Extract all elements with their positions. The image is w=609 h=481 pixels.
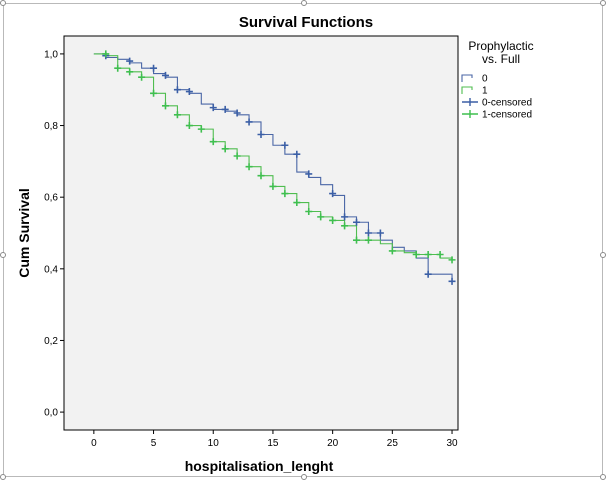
resize-handle-top-left[interactable] bbox=[0, 0, 6, 6]
1-censored-mark bbox=[233, 152, 241, 160]
legend-swatch-0 bbox=[461, 74, 473, 82]
0-censored-mark bbox=[293, 150, 301, 158]
series-line-1 bbox=[93, 53, 453, 260]
1-censored-mark bbox=[209, 138, 217, 146]
1-censored-mark bbox=[185, 122, 193, 130]
plot-area bbox=[63, 35, 459, 431]
legend-label-0: 0 bbox=[482, 74, 488, 85]
x-tick-label: 30 bbox=[446, 438, 458, 449]
x-tick-label: 15 bbox=[267, 438, 279, 449]
1-censored-mark bbox=[150, 89, 158, 97]
x-axis-title: hospitalisation_lenght bbox=[185, 458, 334, 474]
0-censored-mark bbox=[257, 131, 265, 138]
0-censored-mark bbox=[341, 213, 349, 221]
0-censored-mark bbox=[126, 57, 134, 65]
1-censored-mark bbox=[436, 250, 444, 258]
1-censored-mark bbox=[221, 145, 229, 153]
legend-title-line-1: Prophylactic bbox=[468, 39, 533, 53]
legend-title-line-2: vs. Full bbox=[482, 52, 520, 66]
0-censored-mark bbox=[424, 270, 432, 278]
resize-handle-left[interactable] bbox=[0, 252, 6, 258]
legend-label-1: 1 bbox=[482, 86, 488, 97]
1-censored-mark bbox=[388, 247, 396, 255]
0-censored-mark bbox=[364, 229, 372, 237]
resize-handle-top-right[interactable] bbox=[600, 0, 606, 6]
censor-marks bbox=[102, 50, 456, 285]
resize-handle-top-center[interactable] bbox=[301, 0, 307, 6]
y-tick-label: 0,6 bbox=[44, 193, 58, 204]
legend-swatch-1-censored bbox=[462, 110, 478, 118]
legend-swatch-0-censored bbox=[462, 98, 478, 106]
0-censored-mark bbox=[245, 118, 253, 126]
1-censored-mark bbox=[126, 68, 134, 76]
x-tick-label: 20 bbox=[327, 438, 339, 449]
1-censored-mark bbox=[364, 236, 372, 244]
0-censored-mark bbox=[353, 218, 361, 226]
0-censored-mark bbox=[281, 141, 289, 149]
y-tick-label: 0,0 bbox=[44, 408, 58, 419]
y-tick-label: 0,4 bbox=[44, 264, 58, 275]
1-censored-mark bbox=[293, 199, 301, 207]
resize-handle-right[interactable] bbox=[600, 252, 606, 258]
0-censored-mark bbox=[329, 190, 337, 198]
y-tick-label: 0,2 bbox=[44, 336, 58, 347]
1-censored-mark bbox=[138, 73, 146, 81]
1-censored-mark bbox=[341, 222, 349, 230]
0-censored-mark bbox=[448, 277, 456, 285]
resize-handle-bottom-right[interactable] bbox=[600, 474, 606, 480]
x-axis: 0 5 10 15 20 25 30 bbox=[91, 430, 458, 449]
y-tick-label: 1,0 bbox=[44, 49, 58, 60]
1-censored-mark bbox=[161, 102, 169, 110]
chart-title: Survival Functions bbox=[239, 14, 373, 31]
1-censored-mark bbox=[102, 50, 110, 58]
1-censored-mark bbox=[173, 111, 181, 119]
1-censored-mark bbox=[197, 125, 205, 133]
1-censored-mark bbox=[114, 64, 122, 72]
1-censored-mark bbox=[257, 172, 265, 180]
legend-swatch-1 bbox=[461, 86, 473, 94]
0-censored-mark bbox=[185, 88, 193, 96]
x-tick-label: 25 bbox=[387, 438, 399, 449]
x-tick-label: 0 bbox=[91, 438, 97, 449]
1-censored-mark bbox=[412, 250, 420, 258]
0-censored-mark bbox=[150, 64, 158, 72]
x-tick-label: 10 bbox=[208, 438, 220, 449]
series-lines bbox=[93, 53, 453, 282]
y-axis: 0,0 0,2 0,4 0,6 0,8 1,0 bbox=[44, 49, 64, 419]
legend-label-1-censored: 1-censored bbox=[482, 110, 532, 121]
0-censored-mark bbox=[305, 170, 313, 178]
1-censored-mark bbox=[317, 213, 325, 221]
x-tick-label: 5 bbox=[151, 438, 157, 449]
1-censored-mark bbox=[448, 256, 456, 264]
1-censored-mark bbox=[329, 216, 337, 224]
1-censored-mark bbox=[281, 190, 289, 198]
0-censored-mark bbox=[161, 71, 169, 79]
0-censored-mark bbox=[221, 105, 229, 113]
y-axis-title: Cum Survival bbox=[16, 188, 32, 277]
series-line-0 bbox=[93, 53, 453, 282]
1-censored-mark bbox=[269, 182, 277, 190]
0-censored-mark bbox=[173, 86, 181, 94]
1-censored-mark bbox=[305, 208, 313, 216]
resize-handle-bottom-left[interactable] bbox=[0, 474, 6, 480]
1-censored-mark bbox=[424, 250, 432, 258]
0-censored-mark bbox=[209, 104, 217, 112]
0-censored-mark bbox=[376, 229, 384, 237]
0-censored-mark bbox=[233, 109, 241, 117]
legend-label-0-censored: 0-censored bbox=[482, 98, 532, 109]
1-censored-mark bbox=[353, 236, 361, 244]
legend: Prophylactic vs. Full 010-censored1-cens… bbox=[461, 39, 534, 121]
y-tick-label: 0,8 bbox=[44, 121, 58, 132]
1-censored-mark bbox=[245, 163, 253, 171]
resize-handle-bottom-center[interactable] bbox=[301, 474, 307, 480]
